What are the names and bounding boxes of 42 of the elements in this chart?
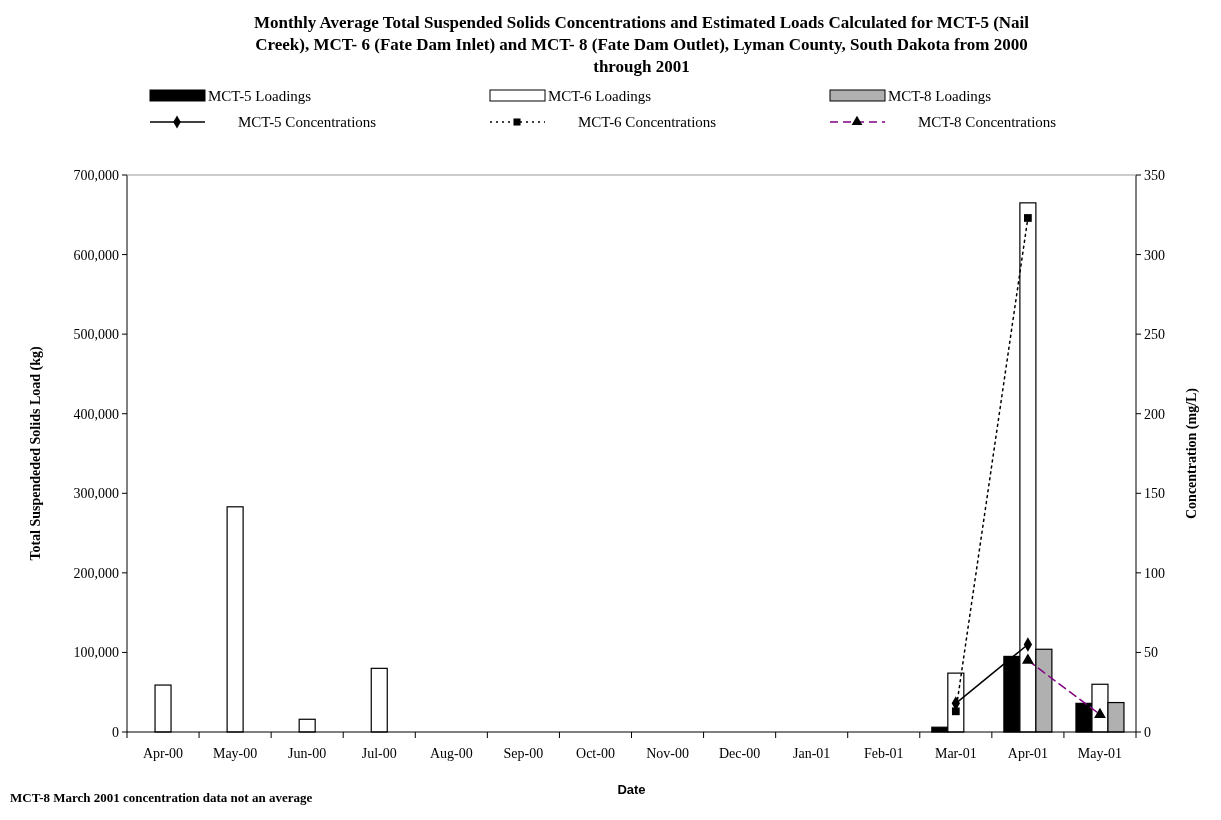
chart-title: Monthly Average Total Suspended Solids Concentrations and Estimated Loads Calculated for MCT-5 (Nail Creek), MCT- 6 (Fate Dam Inlet) and MCT- 8 (Fate Dam Outlet), Lyman County, South Dakota from 2000 through 2001 bbox=[253, 13, 1030, 76]
y-axis-title: Total Suspendeded Solids Load (kg) bbox=[28, 346, 44, 561]
y2-tick-label: 350 bbox=[1144, 168, 1165, 183]
x-tick-label: Jun-00 bbox=[288, 746, 327, 761]
y-tick-label: 0 bbox=[112, 725, 119, 740]
legend-label: MCT-6 Concentrations bbox=[578, 114, 717, 130]
x-tick-label: Apr-00 bbox=[142, 746, 184, 761]
legend-label: MCT-8 Concentrations bbox=[918, 114, 1057, 130]
y-tick-label: 400,000 bbox=[73, 406, 119, 422]
legend-label: MCT-5 Concentrations bbox=[238, 114, 377, 130]
y-tick-label: 600,000 bbox=[73, 247, 119, 263]
y-tick-label: 200,000 bbox=[73, 565, 119, 581]
y2-tick-label: 150 bbox=[1144, 486, 1165, 502]
x-tick-label: Oct-00 bbox=[576, 746, 615, 761]
y-tick-label: 300,000 bbox=[73, 486, 119, 502]
x-tick-label: Apr-01 bbox=[1007, 746, 1048, 761]
x-tick-label: Aug-00 bbox=[429, 746, 473, 761]
y2-tick-label: 0 bbox=[1144, 725, 1151, 740]
y2-tick-label: 100 bbox=[1144, 565, 1165, 581]
y2-tick-label: 250 bbox=[1144, 327, 1165, 343]
x-tick-label: Jan-01 bbox=[793, 746, 831, 761]
y2-tick-label: 200 bbox=[1144, 406, 1165, 422]
y2-tick-label: 50 bbox=[1144, 645, 1158, 661]
y-tick-label: 700,000 bbox=[73, 168, 119, 183]
x-tick-label: May-00 bbox=[212, 746, 258, 761]
x-tick-label: Jul-00 bbox=[361, 746, 397, 761]
x-tick-label: Dec-00 bbox=[719, 746, 761, 761]
x-axis-title: Date bbox=[617, 782, 646, 797]
legend-label: MCT-8 Loadings bbox=[888, 88, 992, 104]
text: MCT-8 March 2001 concentration data not an average bbox=[10, 790, 313, 805]
point bbox=[1024, 214, 1032, 222]
legend-label: MCT-6 Loadings bbox=[548, 88, 652, 104]
x-tick-label: May-01 bbox=[1077, 746, 1123, 761]
x-tick-label: Feb-01 bbox=[863, 746, 904, 761]
legend-label: MCT-5 Loadings bbox=[208, 88, 312, 104]
y-tick-label: 500,000 bbox=[73, 327, 119, 343]
x-tick-label: Mar-01 bbox=[934, 746, 977, 761]
y2-axis-title: Concentration (mg/L) bbox=[1184, 387, 1200, 520]
x-tick-label: Sep-00 bbox=[503, 746, 544, 761]
y2-tick-label: 300 bbox=[1144, 247, 1165, 263]
y-tick-label: 100,000 bbox=[73, 645, 119, 661]
x-tick-label: Nov-00 bbox=[646, 746, 689, 761]
